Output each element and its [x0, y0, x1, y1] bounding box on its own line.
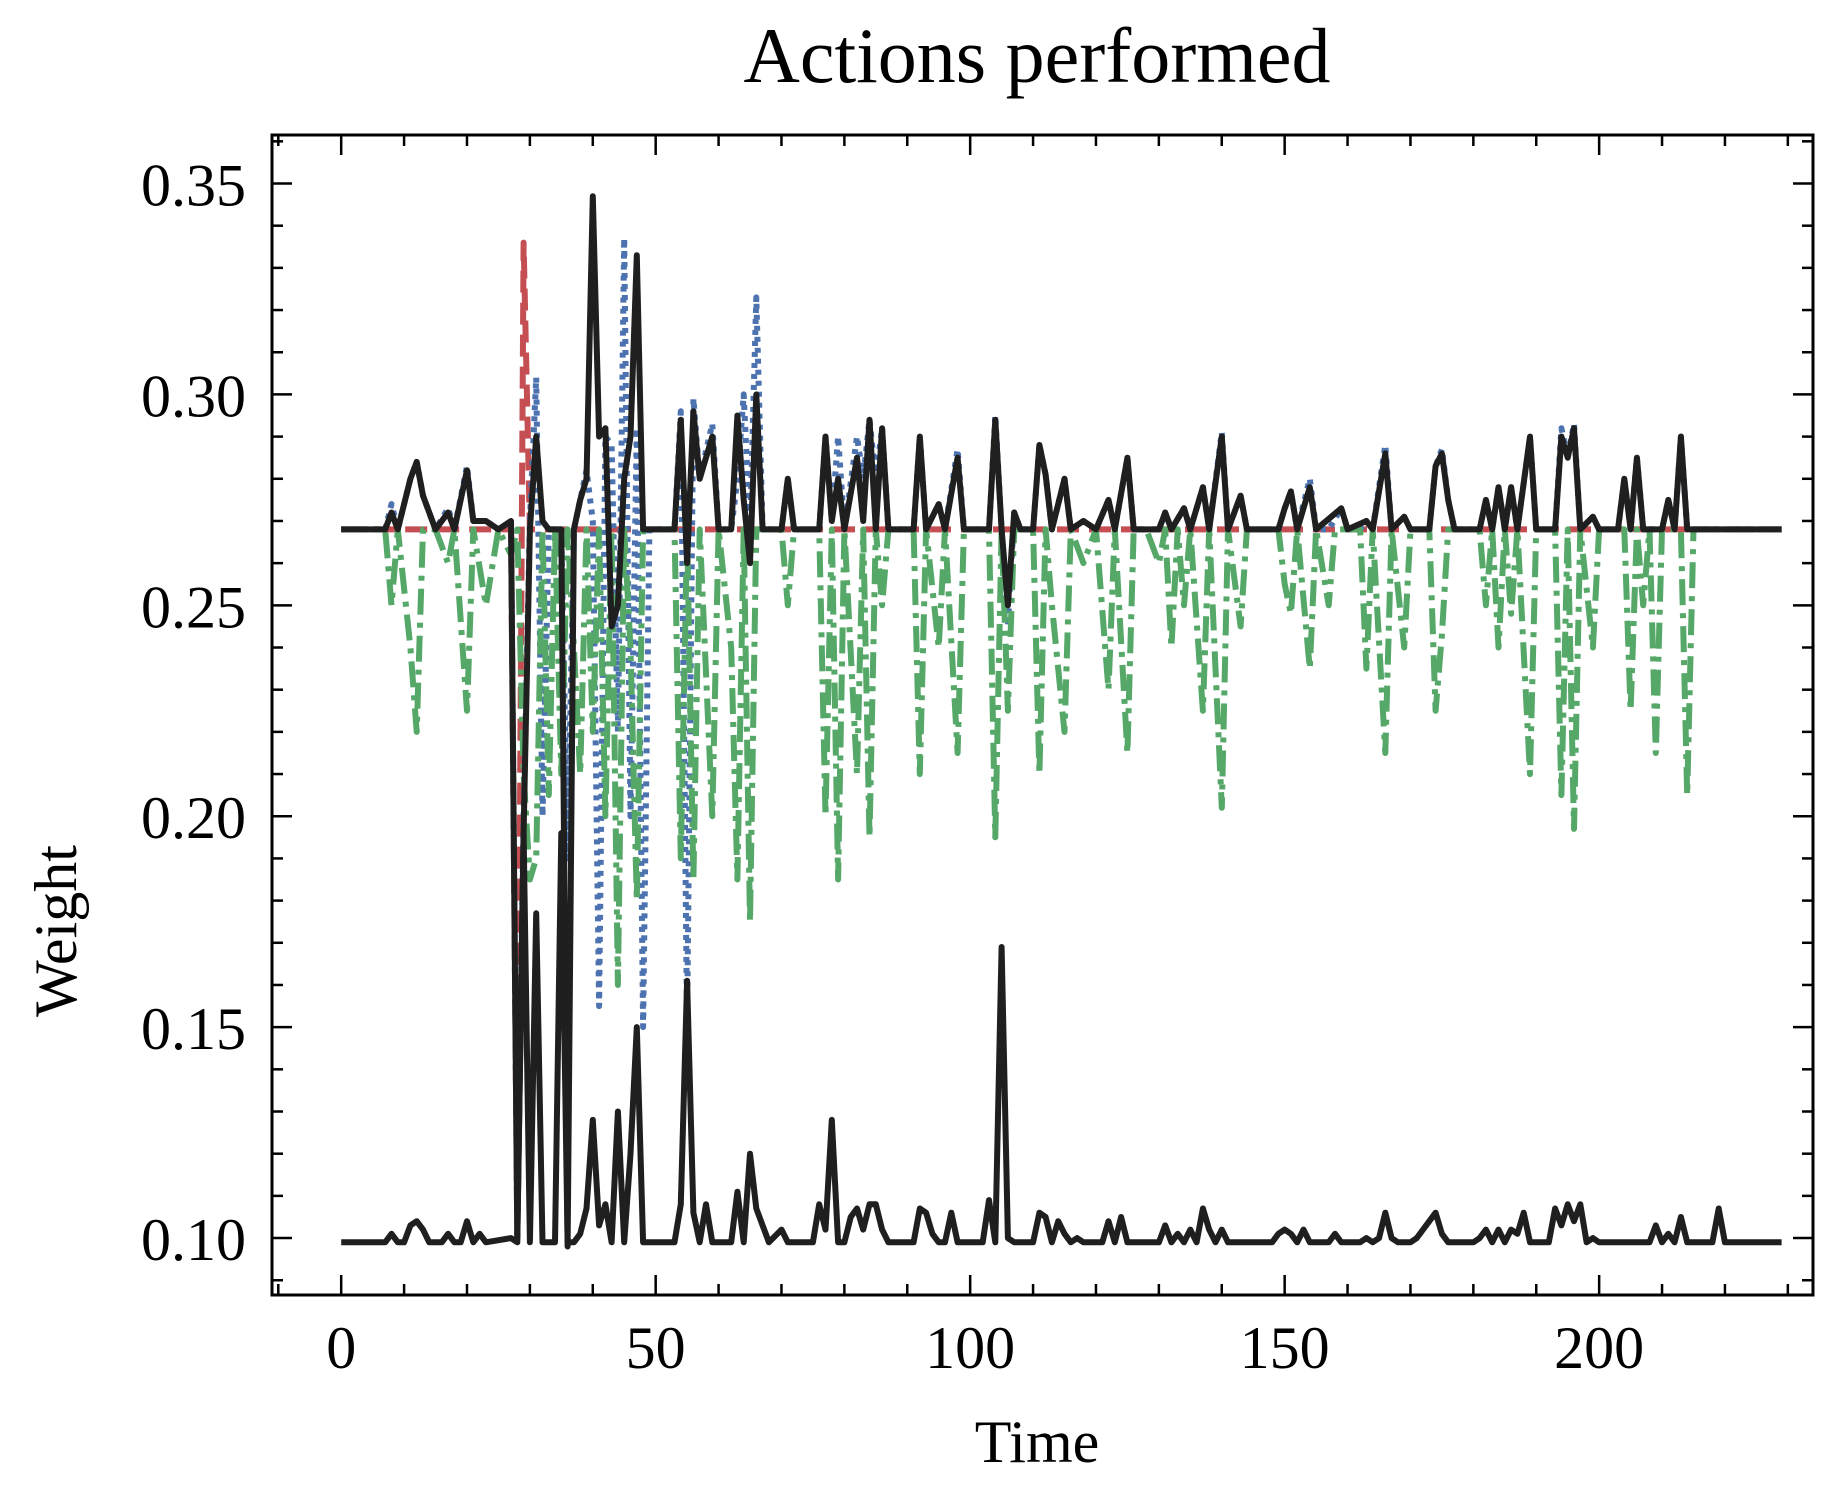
series-line-5 [341, 830, 1782, 1246]
series-line-3 [341, 526, 1782, 988]
chart-title: Actions performed [744, 12, 1331, 99]
series-layer [341, 193, 1782, 1250]
plot-frame [270, 133, 1815, 1297]
y-tick-label: 0.20 [141, 785, 246, 851]
y-tick-label: 0.30 [141, 363, 246, 429]
x-tick-label: 150 [1240, 1315, 1330, 1381]
y-tick-label: 0.25 [141, 574, 246, 640]
ticks-layer: 0 50 100 150 200 0.10 0.15 0.20 0.25 0.30 0.35 [141, 135, 1813, 1381]
y-axis-label: Weight [23, 845, 89, 1017]
y-tick-label: 0.35 [141, 153, 246, 219]
x-tick-label: 50 [626, 1315, 686, 1381]
series-line-4 [341, 193, 1782, 1250]
x-tick-label: 100 [925, 1315, 1015, 1381]
y-tick-label: 0.10 [141, 1207, 246, 1273]
x-tick-label: 200 [1554, 1315, 1644, 1381]
x-tick-label: 0 [326, 1315, 356, 1381]
x-axis-label: Time [975, 1409, 1100, 1475]
y-tick-label: 0.15 [141, 996, 246, 1062]
